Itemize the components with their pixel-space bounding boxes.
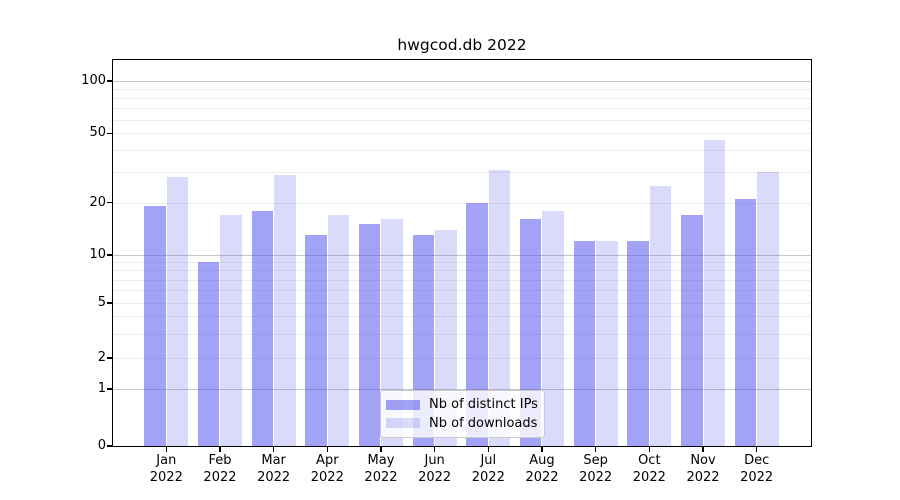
- gridline-6: [113, 290, 811, 292]
- x-tick-label-mar-2022: Mar 2022: [257, 453, 291, 485]
- gridline-60: [113, 119, 811, 121]
- bar-ips-apr-2022: [305, 235, 327, 446]
- y-tick-mark-2: [107, 357, 112, 359]
- x-tick-label-jul-2022: Jul 2022: [471, 453, 505, 485]
- gridline-100: [113, 81, 811, 82]
- bar-downloads-dec-2022: [757, 171, 779, 446]
- x-tick-label-aug-2022: Aug 2022: [525, 453, 559, 485]
- gridline-8: [113, 270, 811, 272]
- bar-downloads-mar-2022: [274, 174, 296, 446]
- gridline-9: [113, 262, 811, 264]
- y-tick-label-10: 10: [89, 247, 106, 262]
- y-tick-label-100: 100: [81, 73, 106, 88]
- bar-ips-aug-2022: [519, 219, 542, 446]
- x-tick-label-apr-2022: Apr 2022: [310, 453, 344, 485]
- gridline-2: [113, 358, 811, 359]
- gridline-4: [113, 316, 811, 318]
- bar-ips-nov-2022: [681, 214, 703, 446]
- plot-area: [113, 60, 811, 446]
- legend-swatch-distinct-ips: [386, 399, 420, 410]
- legend-label-distinct-ips: Nb of distinct IPs: [429, 397, 538, 413]
- x-tick-label-oct-2022: Oct 2022: [632, 453, 666, 485]
- chart-title: hwgcod.db 2022: [397, 36, 527, 54]
- y-tick-label-0: 0: [97, 438, 106, 453]
- x-tick-mark-aug-2022: [541, 447, 543, 452]
- bar-downloads-oct-2022: [649, 185, 672, 446]
- bar-downloads-may-2022: [381, 219, 403, 446]
- bar-ips-may-2022: [358, 224, 381, 446]
- x-tick-mark-dec-2022: [755, 447, 758, 452]
- gridline-7: [113, 279, 811, 281]
- x-tick-label-sep-2022: Sep 2022: [579, 453, 613, 485]
- x-tick-label-feb-2022: Feb 2022: [203, 453, 237, 485]
- y-tick-label-50: 50: [89, 125, 106, 141]
- bar-downloads-jul-2022: [488, 169, 511, 446]
- bar-downloads-apr-2022: [327, 214, 350, 446]
- x-tick-mark-sep-2022: [594, 447, 597, 452]
- x-tick-mark-jul-2022: [487, 447, 490, 452]
- y-tick-mark-10: [107, 254, 112, 256]
- legend-label-downloads: Nb of downloads: [429, 415, 538, 431]
- bar-ips-jul-2022: [466, 202, 488, 446]
- y-tick-mark-20: [107, 201, 112, 204]
- bar-downloads-jan-2022: [166, 177, 189, 446]
- bar-ips-mar-2022: [251, 210, 274, 446]
- gridline-10: [113, 255, 811, 256]
- y-tick-mark-1: [107, 388, 112, 390]
- bar-ips-oct-2022: [627, 241, 649, 446]
- x-tick-label-nov-2022: Nov 2022: [686, 453, 720, 485]
- x-tick-label-jun-2022: Jun 2022: [418, 453, 452, 485]
- bar-downloads-nov-2022: [703, 139, 725, 446]
- y-tick-mark-5: [107, 302, 112, 304]
- y-tick-label-20: 20: [89, 194, 106, 210]
- bar-ips-sep-2022: [573, 241, 596, 446]
- bar-ips-jan-2022: [144, 206, 166, 446]
- gridline-80: [113, 97, 811, 99]
- gridline-70: [113, 107, 811, 109]
- gridline-30: [113, 171, 811, 173]
- legend-swatch-downloads: [386, 418, 420, 429]
- gridline-5: [113, 303, 811, 304]
- gridline-50: [113, 133, 811, 135]
- bar-ips-feb-2022: [197, 262, 220, 446]
- y-tick-mark-0: [107, 445, 112, 447]
- gridline-3: [113, 333, 811, 335]
- y-tick-mark-100: [107, 80, 112, 82]
- gridline-20: [113, 202, 811, 204]
- y-tick-mark-50: [107, 132, 112, 135]
- gridline-90: [113, 88, 811, 90]
- bar-downloads-feb-2022: [220, 214, 242, 446]
- legend-item-downloads: Nb of downloads: [386, 415, 538, 431]
- gridline-1: [113, 389, 811, 390]
- x-tick-mark-jan-2022: [165, 447, 168, 452]
- x-tick-mark-jun-2022: [433, 447, 436, 452]
- x-tick-label-may-2022: May 2022: [364, 453, 398, 485]
- bar-ips-dec-2022: [734, 198, 757, 446]
- y-tick-label-2: 2: [97, 350, 106, 365]
- x-tick-label-dec-2022: Dec 2022: [740, 453, 774, 485]
- bar-downloads-sep-2022: [596, 241, 618, 446]
- gridline-40: [113, 150, 811, 152]
- legend: Nb of distinct IPs Nb of downloads: [380, 390, 545, 438]
- x-tick-mark-apr-2022: [326, 447, 329, 452]
- x-tick-mark-may-2022: [380, 447, 382, 452]
- y-tick-label-5: 5: [97, 295, 106, 310]
- bar-downloads-aug-2022: [542, 210, 564, 446]
- x-tick-mark-nov-2022: [702, 447, 704, 452]
- x-tick-mark-feb-2022: [219, 447, 221, 452]
- x-tick-label-jan-2022: Jan 2022: [149, 453, 183, 485]
- x-tick-mark-oct-2022: [648, 447, 651, 452]
- y-tick-label-1: 1: [97, 381, 106, 396]
- x-tick-mark-mar-2022: [272, 447, 275, 452]
- legend-item-distinct-ips: Nb of distinct IPs: [386, 397, 538, 413]
